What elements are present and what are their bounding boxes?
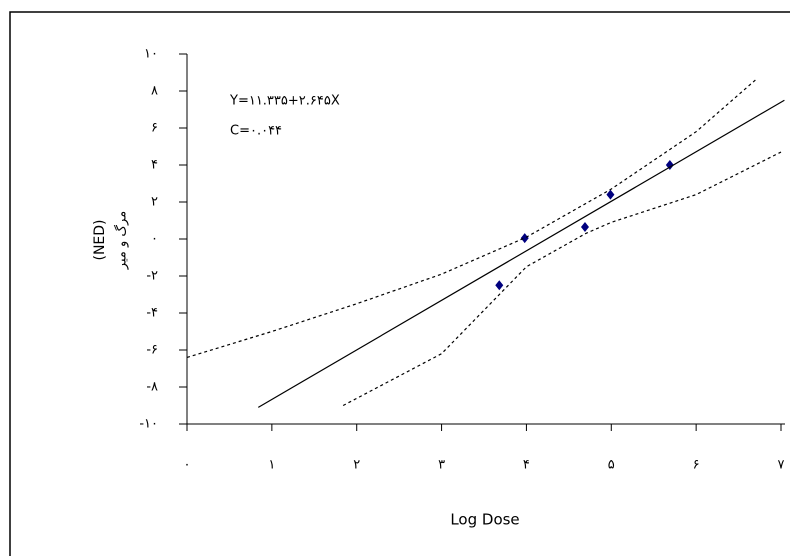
data-point <box>495 280 504 291</box>
data-point <box>580 221 589 232</box>
y-tick-label: -۲ <box>146 269 158 284</box>
y-tick-label: ۱۰ <box>144 47 158 62</box>
frame <box>9 11 790 560</box>
y-tick-label: ۴ <box>151 158 158 173</box>
y-axis-label: (NED) <box>92 219 108 260</box>
confidence-line <box>186 79 756 358</box>
y-tick-label: -۶ <box>146 343 158 358</box>
data-point <box>665 160 674 170</box>
y-tick-label: -۸ <box>146 380 158 395</box>
y-axis-label: مرگ و میر <box>113 211 130 270</box>
fit-line <box>257 99 785 408</box>
data-point <box>520 233 529 244</box>
x-tick-label: ۷ <box>778 458 785 473</box>
y-tick-label: ۰ <box>151 232 158 247</box>
x-tick-label: ۳ <box>438 458 445 473</box>
x-tick-label: ۲ <box>353 458 360 473</box>
y-tick-label: -۴ <box>146 306 158 321</box>
x-axis-label: Log Dose <box>450 511 519 529</box>
data-point <box>606 189 615 200</box>
x-tick-label: ۵ <box>608 458 615 473</box>
x-tick-label: ۶ <box>693 458 700 473</box>
y-tick-label: ۶ <box>151 121 158 136</box>
x-tick-label: ۱ <box>268 458 275 473</box>
y-tick-label: ۲ <box>151 195 158 210</box>
y-tick-label: -۱۰ <box>139 417 158 432</box>
y-tick-label: ۸ <box>151 84 158 99</box>
x-tick-label: ۰ <box>184 458 191 473</box>
annotation: C=۰.۰۴۴ <box>230 124 282 139</box>
annotation: Y=۱۱.۳۳۵+۲.۶۴۵X <box>229 94 340 109</box>
x-tick-label: ۴ <box>523 458 530 473</box>
confidence-line <box>342 151 782 407</box>
